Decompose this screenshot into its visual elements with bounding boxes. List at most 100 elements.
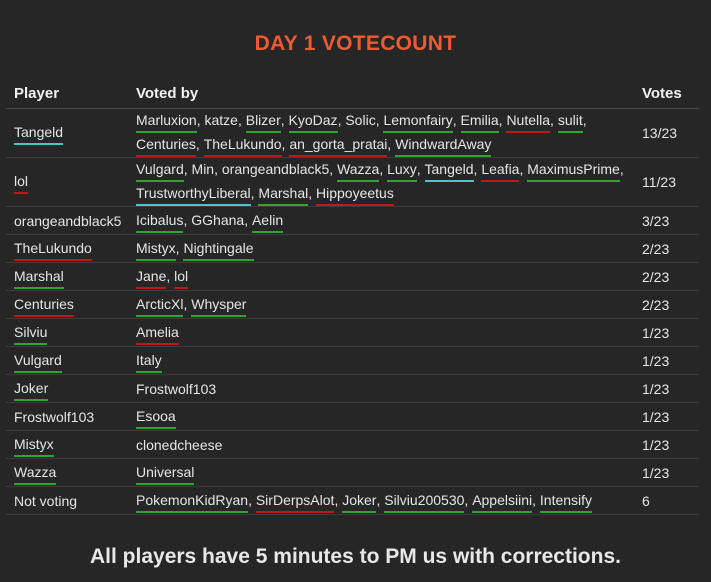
- voters-cell: Esooa: [128, 402, 634, 431]
- table-row: TheLukundo Mistyx, Nightingale 2/23: [6, 234, 699, 263]
- player-name: Frostwolf103: [14, 408, 95, 425]
- table-row: Wazza Universal 1/23: [6, 458, 699, 487]
- votecount-rows: Tangeld Marluxion, katze, Blizer, KyoDaz,…: [6, 108, 699, 515]
- voter-name: Marshal: [258, 182, 309, 206]
- player-name: Not voting: [14, 492, 78, 509]
- table-row: Centuries ArcticXl, Whysper 2/23: [6, 290, 699, 319]
- voters-cell: ArcticXl, Whysper: [128, 290, 634, 319]
- player-name: orangeandblack5: [14, 212, 122, 229]
- player-name: Wazza: [14, 461, 57, 485]
- voter-name: PokemonKidRyan: [136, 489, 249, 513]
- player-cell: Mistyx: [6, 430, 128, 459]
- voters-cell: PokemonKidRyan, SirDerpsAlot, Joker, Sil…: [128, 486, 634, 515]
- voter-name: KyoDaz: [288, 109, 338, 133]
- player-cell: Not voting: [6, 486, 128, 515]
- voters-cell: Frostwolf103: [128, 374, 634, 403]
- table-row: Tangeld Marluxion, katze, Blizer, KyoDaz,…: [6, 108, 699, 158]
- player-name: Joker: [14, 377, 49, 401]
- player-name: Tangeld: [14, 121, 64, 145]
- table-row: Not voting PokemonKidRyan, SirDerpsAlot, …: [6, 486, 699, 515]
- voter-name: Mistyx: [136, 237, 176, 261]
- voter-name: an_gorta_pratai: [289, 133, 388, 157]
- player-cell: Marshal: [6, 262, 128, 291]
- votes-count: 1/23: [634, 346, 699, 375]
- voters-cell: Vulgard, Min, orangeandblack5, Wazza, Lu…: [128, 157, 634, 207]
- votes-count: 13/23: [634, 108, 699, 158]
- voter-name: Amelia: [136, 321, 179, 345]
- table-header-row: Player Voted by Votes: [6, 78, 699, 109]
- voter-name: Tangeld: [424, 158, 474, 182]
- header-voted-by: Voted by: [128, 78, 634, 109]
- player-name: TheLukundo: [14, 237, 92, 261]
- voter-name: Frostwolf103: [136, 380, 217, 397]
- table-row: orangeandblack5 Icibalus, GGhana, Aelin 3/…: [6, 206, 699, 235]
- footer-notice: All players have 5 minutes to PM us with…: [90, 545, 621, 568]
- header-votes: Votes: [634, 78, 699, 109]
- player-name: Mistyx: [14, 433, 54, 457]
- table-row: Silviu Amelia 1/23: [6, 318, 699, 347]
- voter-name: Marluxion: [136, 109, 197, 133]
- votecount-table: Player Voted by Votes Tangeld Marluxion, …: [6, 78, 699, 515]
- player-cell: Silviu: [6, 318, 128, 347]
- voter-name: SirDerpsAlot: [255, 489, 335, 513]
- voter-name: Solic: [345, 112, 376, 128]
- voter-name: Wazza: [337, 158, 380, 182]
- voter-name: Nightingale: [183, 237, 254, 261]
- voters-cell: Italy: [128, 346, 634, 375]
- votes-count: 6: [634, 486, 699, 515]
- voter-name: Aelin: [251, 209, 284, 233]
- voters-cell: Universal: [128, 458, 634, 487]
- voter-name: Luxy: [387, 158, 417, 182]
- voter-name: Joker: [342, 489, 377, 513]
- voter-name: Min: [191, 161, 215, 177]
- table-row: Joker Frostwolf103 1/23: [6, 374, 699, 403]
- votes-count: 3/23: [634, 206, 699, 235]
- player-cell: Tangeld: [6, 108, 128, 158]
- voter-name: Italy: [136, 349, 162, 373]
- page-title: DAY 1 VOTECOUNT: [254, 32, 457, 55]
- voter-name: Blizer: [245, 109, 281, 133]
- voter-name: katze: [204, 112, 238, 128]
- voter-name: Hippoyeetus: [316, 182, 394, 206]
- voter-name: Lemonfairy: [383, 109, 453, 133]
- voters-cell: Icibalus, GGhana, Aelin: [128, 206, 634, 235]
- voter-name: Icibalus: [136, 209, 184, 233]
- voter-name: Jane: [136, 265, 167, 289]
- table-row: Mistyx clonedcheese 1/23: [6, 430, 699, 459]
- player-cell: TheLukundo: [6, 234, 128, 263]
- voters-cell: Mistyx, Nightingale: [128, 234, 634, 263]
- voter-name: ArcticXl: [136, 293, 184, 317]
- votes-count: 2/23: [634, 262, 699, 291]
- voter-name: WindwardAway: [395, 133, 492, 157]
- votes-count: 1/23: [634, 318, 699, 347]
- votes-count: 2/23: [634, 234, 699, 263]
- table-row: Vulgard Italy 1/23: [6, 346, 699, 375]
- player-cell: orangeandblack5: [6, 206, 128, 235]
- voter-name: Esooa: [136, 405, 176, 429]
- voter-name: Whysper: [191, 293, 247, 317]
- votes-count: 1/23: [634, 402, 699, 431]
- voter-name: Universal: [136, 461, 195, 485]
- voter-name: MaximusPrime: [527, 158, 620, 182]
- player-name: Silviu: [14, 321, 48, 345]
- voter-name: Leafia: [481, 158, 520, 182]
- voter-name: Appelsiini: [472, 489, 533, 513]
- voters-cell: clonedcheese: [128, 430, 634, 459]
- voter-name: GGhana: [191, 211, 245, 228]
- voter-name: sulit: [557, 109, 583, 133]
- player-cell: Wazza: [6, 458, 128, 487]
- player-name: Vulgard: [14, 349, 62, 373]
- voter-name: TrustworthyLiberal: [136, 182, 251, 206]
- table-row: Marshal Jane, lol 2/23: [6, 262, 699, 291]
- table-row: lol Vulgard, Min, orangeandblack5, Wazza,…: [6, 157, 699, 207]
- player-name: lol: [14, 170, 29, 194]
- voter-name: Centuries: [136, 133, 196, 157]
- votes-count: 2/23: [634, 290, 699, 319]
- player-name: Centuries: [14, 293, 74, 317]
- player-cell: Centuries: [6, 290, 128, 319]
- voter-name: Nutella: [506, 109, 551, 133]
- voter-name: lol: [174, 265, 189, 289]
- votes-count: 1/23: [634, 458, 699, 487]
- votes-count: 1/23: [634, 430, 699, 459]
- voters-cell: Marluxion, katze, Blizer, KyoDaz, Solic,…: [128, 108, 634, 158]
